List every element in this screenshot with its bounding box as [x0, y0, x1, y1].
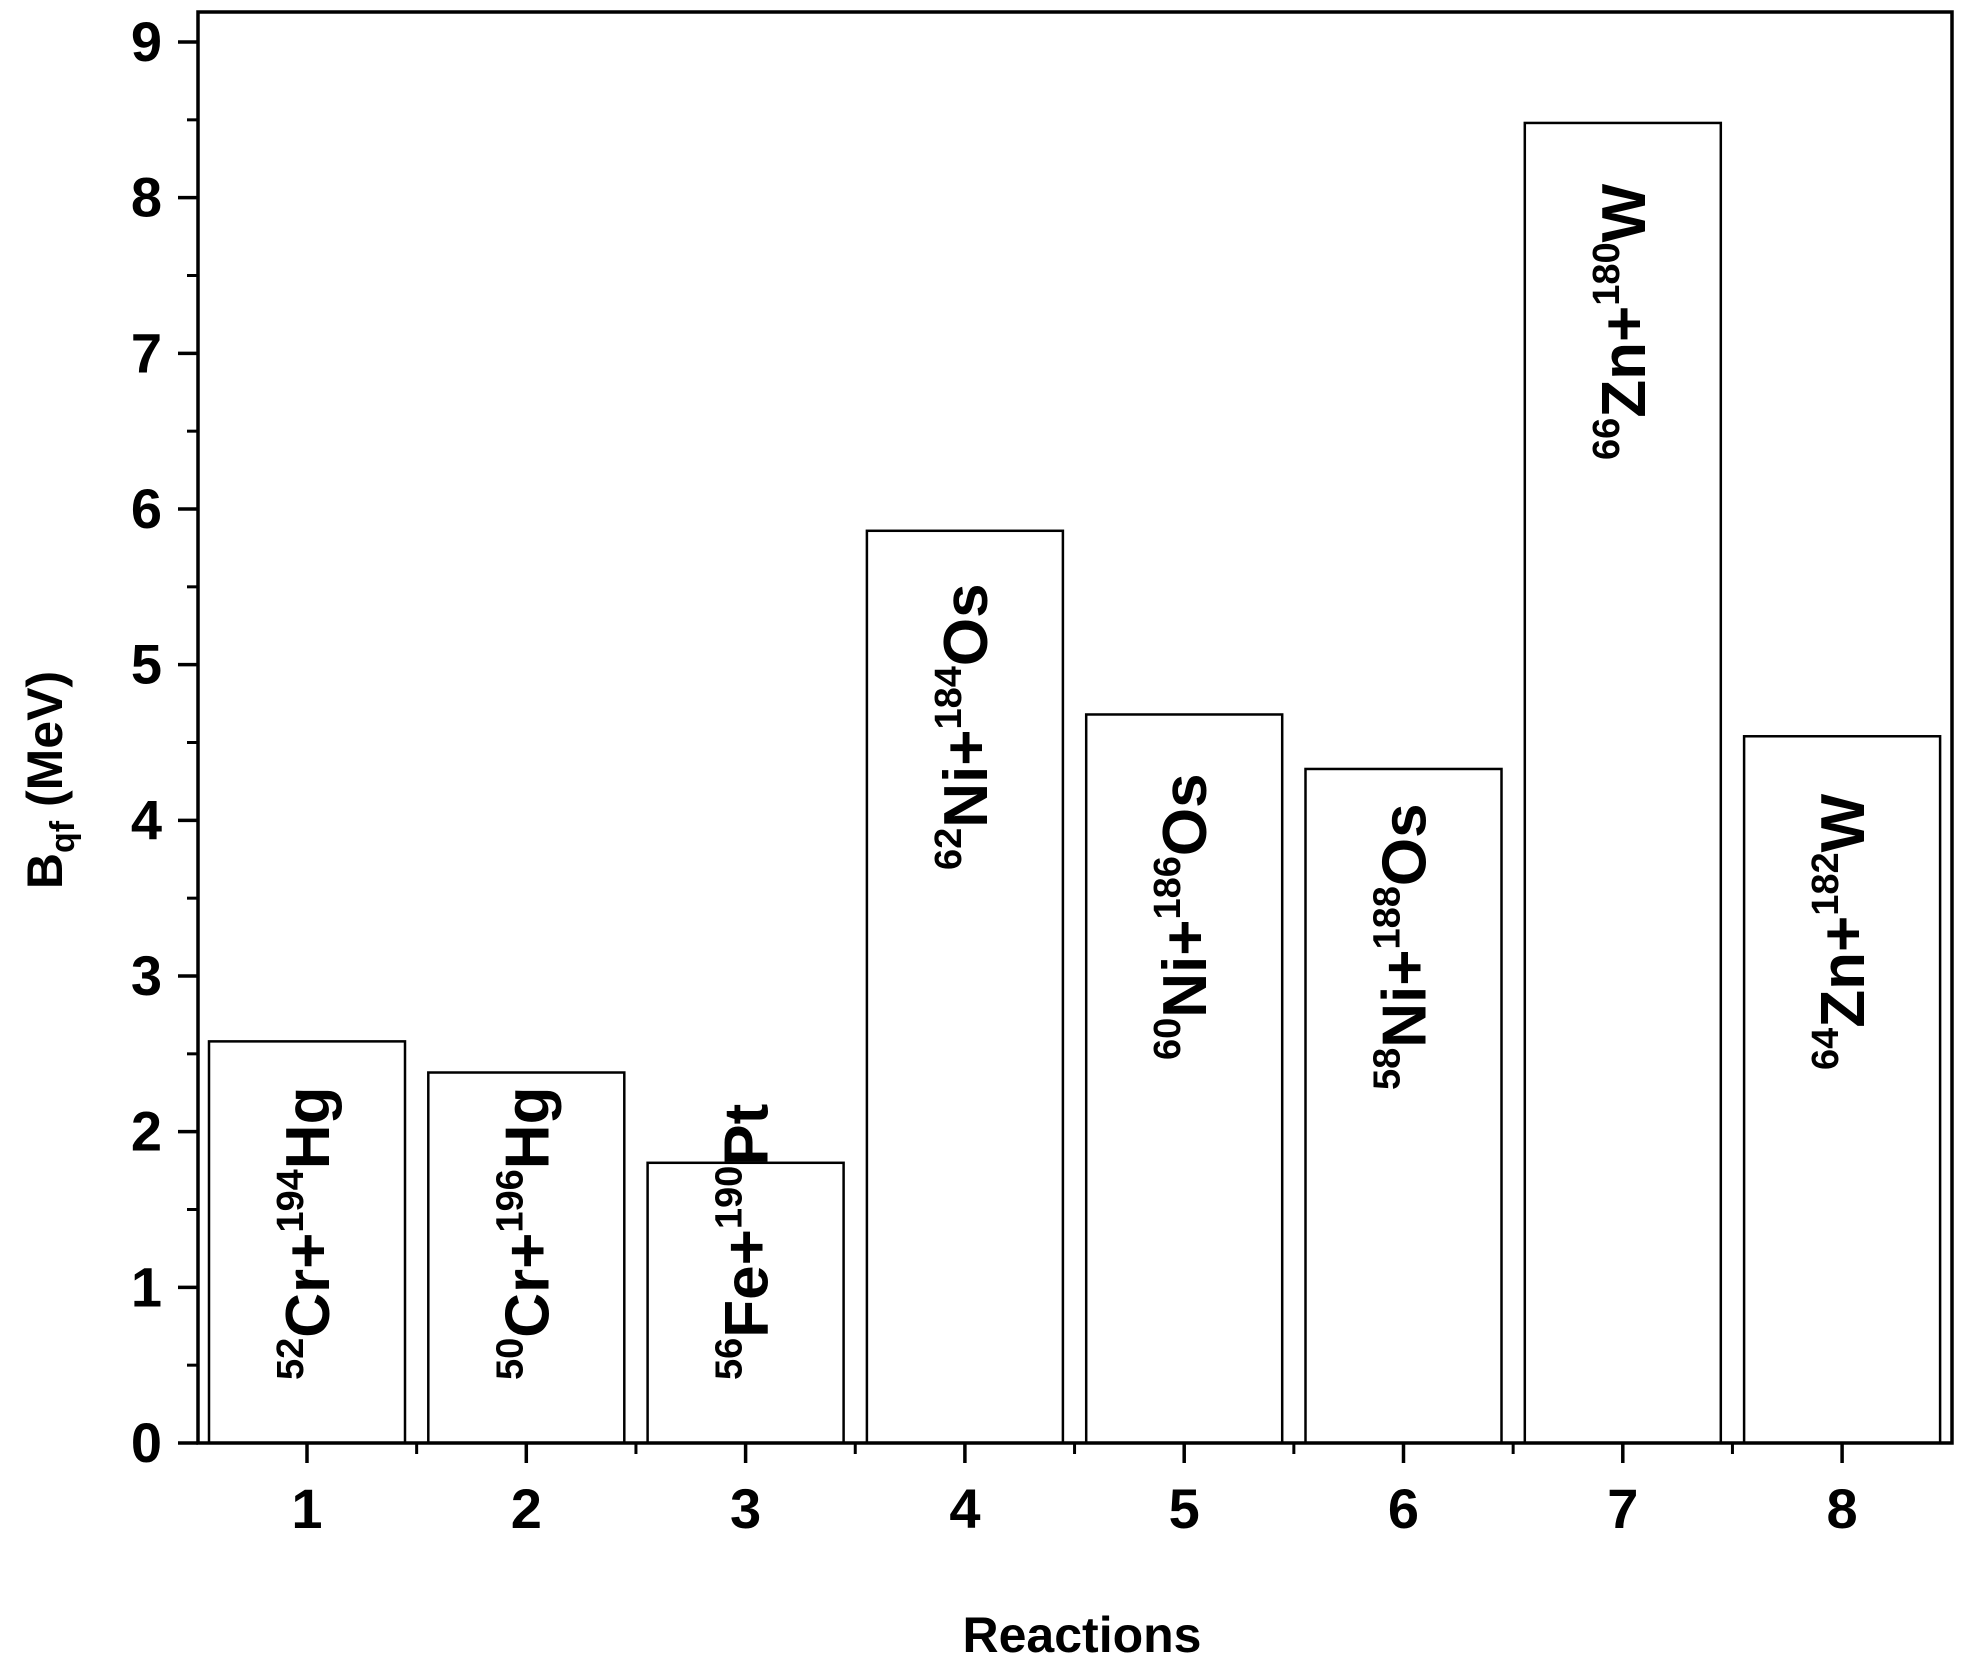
bar-label-mass2: 188: [1367, 886, 1409, 949]
bar-label: 50Cr+196Hg: [489, 1087, 562, 1380]
bar-label-mass1: 50: [489, 1338, 531, 1380]
x-tick-label: 7: [1607, 1477, 1638, 1540]
bar: [1742, 735, 1942, 1445]
bar-label-mass2: 196: [489, 1169, 531, 1232]
y-tick-label: 7: [131, 321, 162, 384]
bar-label-element2: Os: [1371, 803, 1440, 886]
bar-label-element2: Hg: [493, 1087, 562, 1170]
bar-label-mass1: 66: [1586, 418, 1628, 460]
y-tick-label: 3: [131, 944, 162, 1007]
y-axis-label-rest: (MeV): [17, 671, 73, 821]
bar-label-element1: Zn+: [1590, 306, 1659, 418]
bar-label-element1: Ni+: [1371, 950, 1440, 1048]
bar-label: 62Ni+184Os: [928, 583, 1001, 870]
x-tick-label: 1: [291, 1477, 322, 1540]
bar-label-mass2: 190: [709, 1166, 751, 1229]
y-axis-label-main: B: [17, 853, 73, 889]
bar-label-mass1: 58: [1367, 1048, 1409, 1090]
bar-label-element2: Hg: [274, 1087, 343, 1170]
bar-label: 56Fe+190Pt: [709, 1104, 782, 1380]
bar-label-mass2: 194: [270, 1169, 312, 1232]
y-tick-label: 1: [131, 1255, 162, 1318]
x-axis-label: Reactions: [963, 1607, 1202, 1663]
bar: [427, 1071, 626, 1445]
bar-label-mass1: 64: [1805, 1028, 1847, 1070]
y-tick-label: 6: [131, 477, 162, 540]
bar-label-element2: Pt: [713, 1104, 782, 1166]
bar-label-element1: Cr+: [493, 1233, 562, 1338]
bars-layer: [207, 121, 1942, 1445]
y-tick-label: 4: [131, 788, 162, 851]
y-tick-label: 5: [131, 633, 162, 696]
bar-label-mass1: 52: [270, 1338, 312, 1380]
bar-label-mass2: 184: [928, 666, 970, 729]
bar-label-element2: Os: [932, 583, 1001, 666]
bar-label: 66Zn+180W: [1586, 183, 1659, 460]
y-tick-label: 0: [131, 1411, 162, 1474]
bar-label-element2: W: [1809, 793, 1878, 852]
bar-label-mass2: 182: [1805, 852, 1847, 915]
y-tick-label: 8: [131, 166, 162, 229]
x-tick-label: 4: [949, 1477, 980, 1540]
bar-label-element1: Zn+: [1809, 916, 1878, 1028]
bar-label-element1: Cr+: [274, 1233, 343, 1338]
y-axis-label: Bqf (MeV): [17, 671, 82, 889]
y-tick-label: 2: [131, 1100, 162, 1163]
bar-label-mass2: 186: [1147, 856, 1189, 919]
bar: [207, 1040, 407, 1445]
bar: [1084, 713, 1284, 1445]
bar-label-element1: Ni+: [932, 730, 1001, 828]
bar-label-mass2: 180: [1586, 242, 1628, 305]
x-tick-label: 2: [511, 1477, 542, 1540]
x-tick-label: 5: [1169, 1477, 1200, 1540]
bar-label: 64Zn+182W: [1805, 793, 1878, 1070]
bar-label: 58Ni+188Os: [1367, 803, 1440, 1090]
bar-label-element2: W: [1590, 183, 1659, 242]
bar-label-element1: Ni+: [1151, 920, 1220, 1018]
bar-label-mass1: 62: [928, 828, 970, 870]
bar-label-mass1: 56: [709, 1338, 751, 1380]
x-tick-label: 8: [1827, 1477, 1858, 1540]
axes-layer: [178, 10, 1954, 1463]
bar-label-element2: Os: [1151, 773, 1220, 856]
x-tick-label: 3: [730, 1477, 761, 1540]
bar-label: 60Ni+186Os: [1147, 773, 1220, 1060]
bar: [646, 1161, 845, 1445]
bar-label: 52Cr+194Hg: [270, 1087, 343, 1380]
y-axis-label-sub: qf: [44, 820, 82, 853]
bar-label-element1: Fe+: [713, 1229, 782, 1338]
y-tick-label: 9: [131, 10, 162, 73]
bar: [865, 529, 1065, 1445]
x-tick-label: 6: [1388, 1477, 1419, 1540]
bar: [1304, 767, 1503, 1445]
bar-label-mass1: 60: [1147, 1018, 1189, 1060]
